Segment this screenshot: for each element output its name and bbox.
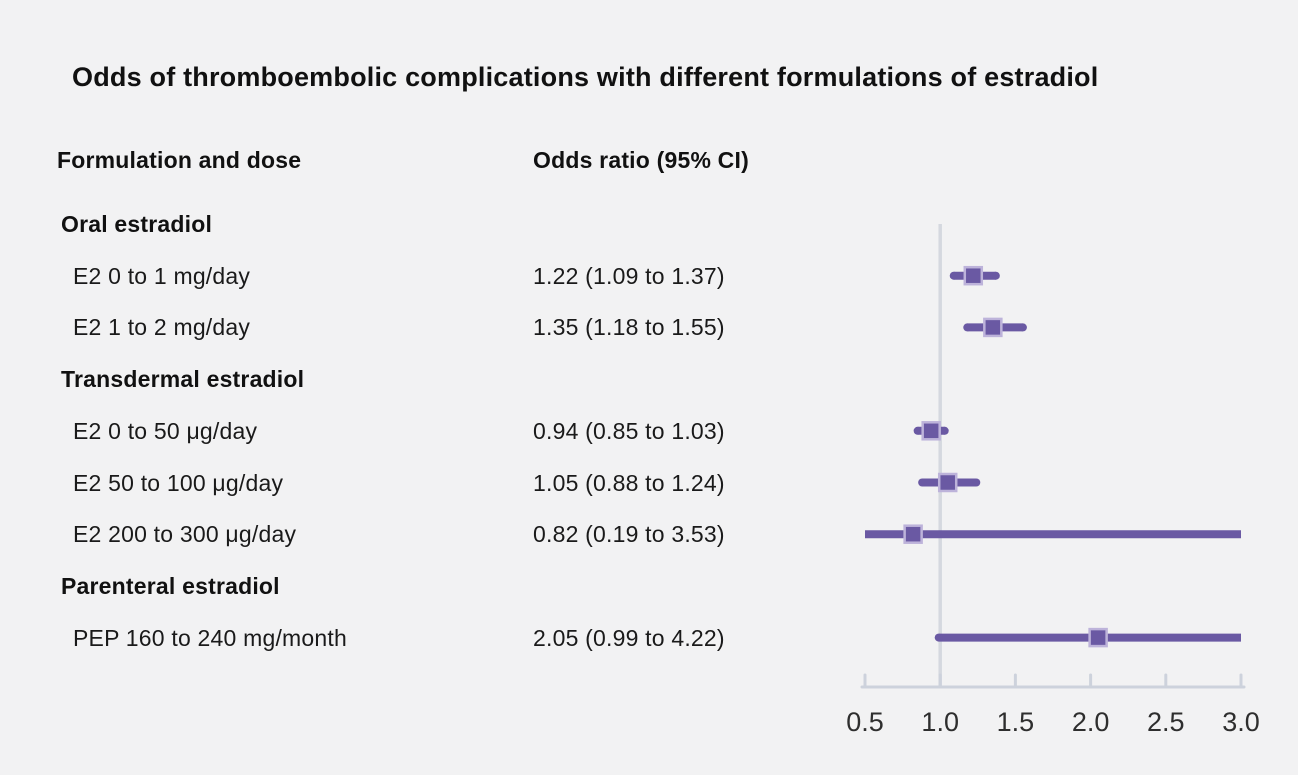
ci-lower-cap	[949, 271, 958, 280]
item-odds-ratio-value: 1.22 (1.09 to 1.37)	[533, 262, 725, 289]
section-label: Oral estradiol	[61, 211, 213, 237]
figure-title: Odds of thromboembolic complications wit…	[72, 62, 1099, 92]
item-label: E2 1 to 2 mg/day	[73, 314, 251, 341]
ci-lower-cap	[934, 633, 943, 642]
ci-upper-cap	[972, 478, 981, 487]
item-odds-ratio-value: 0.82 (0.19 to 3.53)	[533, 521, 725, 548]
ci-lower-cap	[918, 478, 927, 487]
x-axis-tick-label: 2.5	[1147, 707, 1185, 737]
x-axis-tick-label: 1.5	[997, 707, 1035, 737]
point-estimate-marker	[1088, 627, 1108, 648]
point-estimate-marker	[963, 265, 984, 286]
item-label: E2 0 to 1 mg/day	[73, 262, 251, 289]
x-axis-tick-label: 2.0	[1072, 707, 1110, 737]
section-label: Transdermal estradiol	[61, 366, 305, 393]
ci-row	[934, 627, 1241, 648]
point-estimate-marker	[903, 524, 923, 544]
ci-row	[865, 524, 1241, 544]
section-label: Parenteral estradiol	[61, 572, 280, 599]
item-odds-ratio-value: 2.05 (0.99 to 4.22)	[533, 624, 725, 651]
item-label: E2 50 to 100 μg/day	[73, 469, 284, 496]
ci-upper-cap	[991, 271, 1000, 280]
ci-upper-cap	[1018, 323, 1027, 332]
ci-lower-cap	[913, 426, 922, 435]
item-label: E2 200 to 300 μg/day	[73, 521, 297, 548]
ci-row	[913, 421, 949, 441]
item-label: E2 0 to 50 μg/day	[73, 417, 258, 444]
point-estimate-marker	[983, 317, 1003, 338]
x-axis-tick-label: 3.0	[1222, 707, 1260, 737]
x-axis-tick-label: 0.5	[846, 707, 884, 737]
column-header-formulation: Formulation and dose	[57, 147, 302, 173]
x-axis-tick-label: 1.0	[921, 707, 959, 737]
ci-row	[949, 265, 1000, 286]
ci-row	[963, 317, 1027, 338]
ci-upper-cap	[940, 426, 949, 435]
item-label: PEP 160 to 240 mg/month	[73, 624, 347, 651]
point-estimate-marker	[921, 421, 941, 441]
item-odds-ratio-value: 1.35 (1.18 to 1.55)	[533, 314, 725, 341]
item-odds-ratio-value: 0.94 (0.85 to 1.03)	[533, 417, 725, 444]
item-odds-ratio-value: 1.05 (0.88 to 1.24)	[533, 469, 725, 496]
ci-row	[918, 472, 981, 493]
column-header-odds-ratio: Odds ratio (95% CI)	[533, 147, 749, 173]
point-estimate-marker	[937, 472, 958, 493]
ci-lower-cap	[963, 323, 972, 332]
